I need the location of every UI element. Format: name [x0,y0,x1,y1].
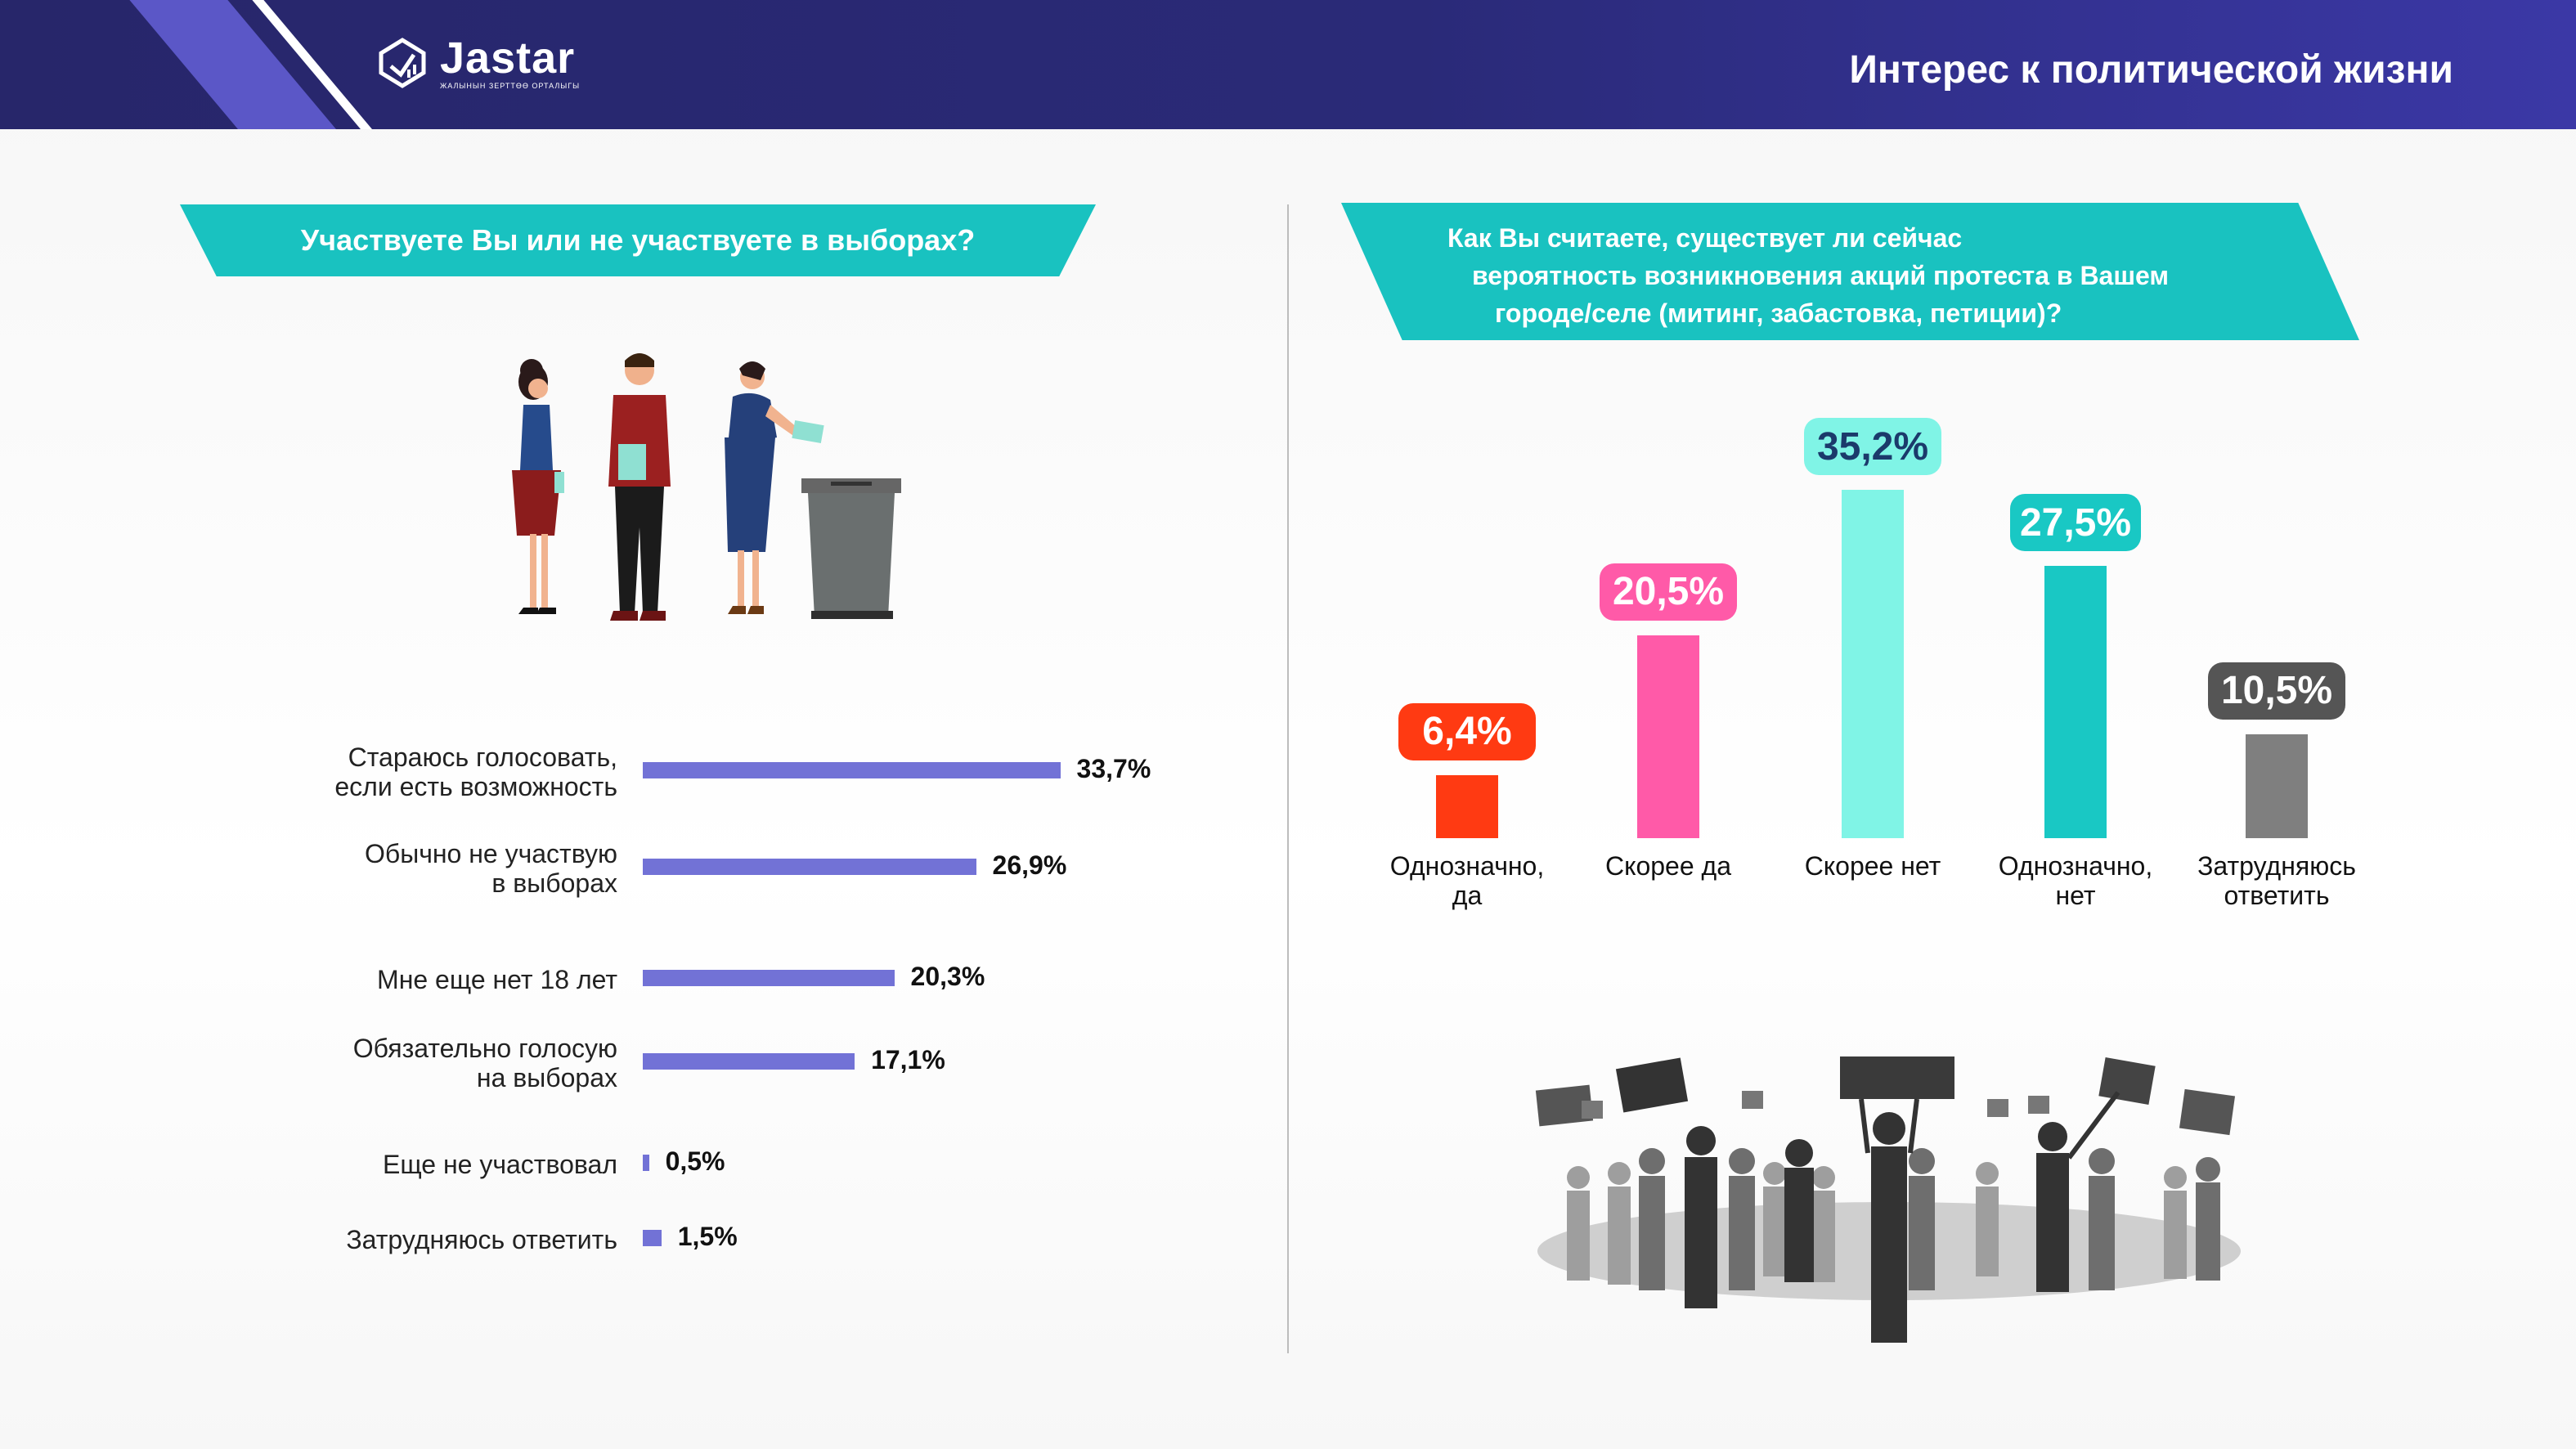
hbar-category-label: Обязательно голосую на выборах [352,1034,617,1092]
vbar-category-label: Затрудняюсь ответить [2197,851,2356,910]
page-title: Интерес к политической жизни [1849,48,2453,92]
hbar-value-label: 1,5% [677,1222,738,1251]
right-question-line-1: Как Вы считаете, существует ли сейчас [1447,223,1963,253]
vertical-bar-chart: 6,4% Однозначно, да 20,5% Скорее да 35,2% Скор… [1308,401,2470,940]
hbar [643,1155,649,1171]
voters-illustration [512,353,901,621]
brand-tagline: ЖАЛЫНЫН ЗЕРТТӨӨ ОРТАЛЫГЫ [440,82,581,90]
right-question-line-2: вероятность возникновения акций протеста… [1472,261,2170,290]
hbar [643,970,895,986]
hbar-value-label: 17,1% [871,1045,945,1074]
vbar [1637,635,1699,838]
protest-crowd-illustration [1535,1056,2241,1343]
vbar-category-label: Скорее нет [1804,851,1941,881]
left-question-banner: Участвуете Вы или не участвуете в выбора… [180,204,1096,276]
hbar [643,859,976,875]
vbar-value-label: 35,2% [1804,418,1941,476]
header-bar: Jastar ЖАЛЫНЫН ЗЕРТТӨӨ ОРТАЛЫГЫ Интерес … [0,0,2576,129]
hbar [643,762,1061,778]
left-question-text: Участвуете Вы или не участвуете в выбора… [300,223,976,257]
hbar-value-label: 26,9% [992,850,1067,880]
vbar-value-label: 6,4% [1398,702,1536,760]
vbar-category-label: Скорее да [1604,851,1731,881]
brand-logo: Jastar ЖАЛЫНЫН ЗЕРТТӨӨ ОРТАЛЫГЫ [376,36,580,90]
hbar-category-label: Обычно не участвую в выборах [364,839,617,898]
hbar [643,1230,662,1246]
brand-name: Jastar [440,34,576,83]
vbar [2044,566,2107,838]
hbar-value-label: 33,7% [1076,754,1151,783]
vbar-value-label: 27,5% [2010,494,2141,552]
hbar-category-label: Мне еще нет 18 лет [377,965,617,994]
hbar-value-label: 0,5% [665,1146,725,1176]
logo-icon [379,38,426,88]
vbar [1436,774,1498,838]
section-divider [1287,204,1289,1353]
hbar-category-label: Еще не участвовал [382,1150,617,1179]
vbar-category-label: Однозначно, да [1389,851,1545,910]
vbar [1842,490,1904,838]
vbar-category-label: Однозначно, нет [1998,851,2153,910]
hbar-value-label: 20,3% [910,962,985,991]
hbar [643,1053,855,1070]
vbar [2246,733,2308,838]
hbar-category-label: Затрудняюсь ответить [346,1225,617,1254]
vbar-value-label: 10,5% [2208,662,2345,720]
right-question-line-3: городе/селе (митинг, забастовка, петиции… [1495,298,2062,328]
vbar-value-label: 20,5% [1600,563,1737,621]
right-question-banner: Как Вы считаете, существует ли сейчас ве… [1341,203,2359,340]
hbar-category-label: Стараюсь голосовать, если есть возможност… [334,742,617,801]
